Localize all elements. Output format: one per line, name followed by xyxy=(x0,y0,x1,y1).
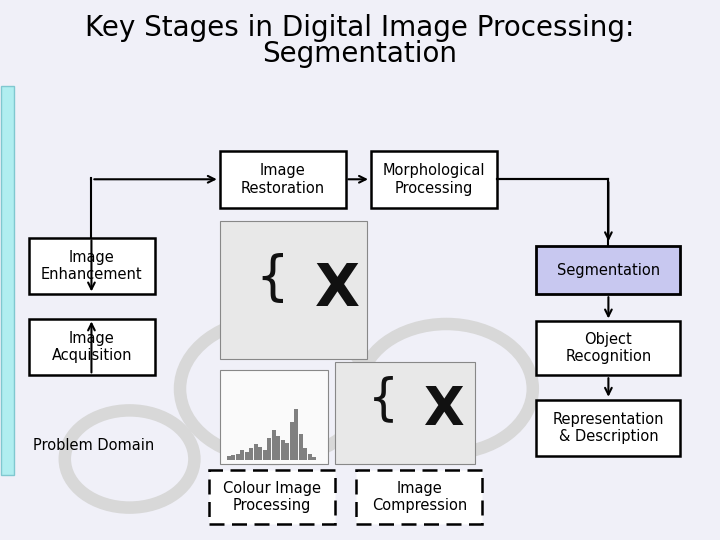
Bar xyxy=(335,362,475,464)
Bar xyxy=(209,470,335,524)
Text: Image
Acquisition: Image Acquisition xyxy=(52,330,132,363)
Bar xyxy=(356,470,482,524)
Bar xyxy=(29,319,155,375)
Text: Segmentation: Segmentation xyxy=(557,262,660,278)
Bar xyxy=(267,438,271,460)
Bar xyxy=(249,448,253,460)
Text: Image
Compression: Image Compression xyxy=(372,481,467,513)
Bar xyxy=(285,443,289,460)
Bar xyxy=(299,434,302,460)
Bar xyxy=(303,448,307,460)
Text: Object
Recognition: Object Recognition xyxy=(565,332,652,365)
Bar xyxy=(220,370,328,464)
Text: {: { xyxy=(256,253,289,305)
Bar xyxy=(312,457,316,460)
Bar xyxy=(536,400,680,456)
Text: {: { xyxy=(367,376,399,423)
Bar xyxy=(536,321,680,375)
Bar xyxy=(263,450,266,460)
Bar xyxy=(258,447,262,460)
Text: Image
Enhancement: Image Enhancement xyxy=(41,249,143,282)
Bar xyxy=(220,221,367,359)
Text: Segmentation: Segmentation xyxy=(263,40,457,69)
Bar xyxy=(236,454,240,460)
Bar xyxy=(294,409,298,460)
Bar xyxy=(231,455,235,460)
Text: Colour Image
Processing: Colour Image Processing xyxy=(222,481,321,513)
Text: Problem Domain: Problem Domain xyxy=(33,438,154,453)
Bar xyxy=(29,238,155,294)
Bar xyxy=(1,86,14,475)
Text: Key Stages in Digital Image Processing:: Key Stages in Digital Image Processing: xyxy=(85,14,635,42)
Bar xyxy=(371,151,497,208)
Text: Morphological
Processing: Morphological Processing xyxy=(382,163,485,195)
Bar xyxy=(276,436,280,460)
Bar xyxy=(245,452,248,460)
Bar xyxy=(281,440,284,460)
Text: X: X xyxy=(315,261,359,319)
Bar xyxy=(272,430,276,460)
Bar xyxy=(289,422,294,460)
Bar xyxy=(220,151,346,208)
Bar xyxy=(227,456,230,460)
Bar xyxy=(240,450,244,460)
Bar xyxy=(254,444,258,460)
Bar xyxy=(308,454,312,460)
Bar xyxy=(536,246,680,294)
Text: X: X xyxy=(424,384,464,436)
Text: Representation
& Description: Representation & Description xyxy=(553,411,664,444)
Text: Image
Restoration: Image Restoration xyxy=(240,163,325,195)
